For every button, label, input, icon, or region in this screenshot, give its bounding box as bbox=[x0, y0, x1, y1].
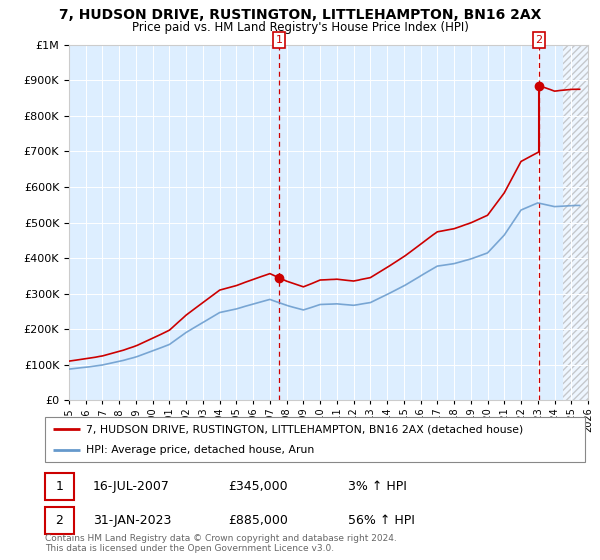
Text: 3% ↑ HPI: 3% ↑ HPI bbox=[348, 479, 407, 493]
FancyBboxPatch shape bbox=[45, 417, 585, 462]
Text: 1: 1 bbox=[275, 35, 283, 45]
Bar bbox=[563, 45, 588, 400]
Text: 7, HUDSON DRIVE, RUSTINGTON, LITTLEHAMPTON, BN16 2AX: 7, HUDSON DRIVE, RUSTINGTON, LITTLEHAMPT… bbox=[59, 8, 541, 22]
Text: 7, HUDSON DRIVE, RUSTINGTON, LITTLEHAMPTON, BN16 2AX (detached house): 7, HUDSON DRIVE, RUSTINGTON, LITTLEHAMPT… bbox=[86, 424, 523, 435]
Text: 2: 2 bbox=[55, 514, 64, 528]
Text: Contains HM Land Registry data © Crown copyright and database right 2024.
This d: Contains HM Land Registry data © Crown c… bbox=[45, 534, 397, 553]
Text: 2: 2 bbox=[536, 35, 542, 45]
Text: Price paid vs. HM Land Registry's House Price Index (HPI): Price paid vs. HM Land Registry's House … bbox=[131, 21, 469, 34]
Text: 16-JUL-2007: 16-JUL-2007 bbox=[93, 479, 170, 493]
Text: £885,000: £885,000 bbox=[228, 514, 288, 528]
Bar bbox=[563, 45, 588, 400]
Text: £345,000: £345,000 bbox=[228, 479, 287, 493]
Text: 1: 1 bbox=[55, 479, 64, 493]
Text: HPI: Average price, detached house, Arun: HPI: Average price, detached house, Arun bbox=[86, 445, 314, 455]
Text: 56% ↑ HPI: 56% ↑ HPI bbox=[348, 514, 415, 528]
Text: 31-JAN-2023: 31-JAN-2023 bbox=[93, 514, 172, 528]
